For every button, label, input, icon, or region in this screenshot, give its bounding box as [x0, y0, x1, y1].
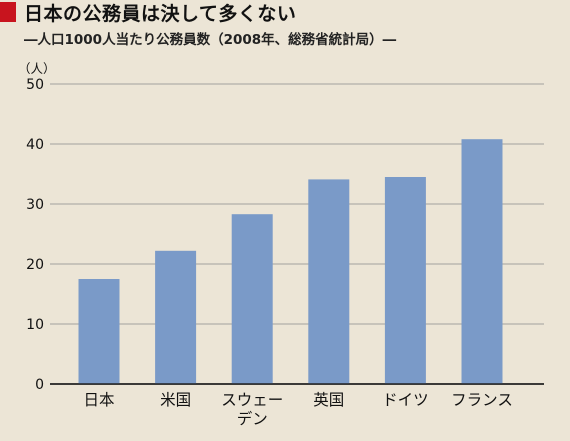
title-marker — [0, 2, 16, 22]
bar — [155, 250, 197, 384]
x-category-label: 米国 — [160, 391, 191, 409]
x-category-label: デン — [237, 409, 268, 428]
chart-title: 日本の公務員は決して多くない — [24, 3, 297, 25]
x-category-label: フランス — [451, 391, 513, 409]
y-tick-label: 40 — [26, 137, 44, 153]
y-tick-label: 20 — [26, 257, 44, 273]
bar — [231, 214, 273, 384]
y-tick-label: 50 — [26, 77, 44, 93]
x-category-label: 英国 — [313, 391, 344, 409]
x-category-label: ドイツ — [382, 391, 429, 409]
chart-subtitle: ―人口1000人当たり公務員数（2008年、総務省統計局）― — [24, 32, 397, 48]
bar — [461, 139, 503, 384]
y-axis-unit-label: （人） — [18, 61, 56, 76]
x-category-label: 日本 — [83, 391, 114, 409]
bar — [308, 179, 350, 384]
bar — [78, 279, 120, 384]
bar — [384, 177, 426, 384]
x-category-label: スウェー — [221, 391, 283, 409]
y-tick-label: 30 — [26, 197, 44, 213]
y-tick-label: 10 — [26, 317, 44, 333]
y-tick-label: 0 — [35, 377, 44, 393]
